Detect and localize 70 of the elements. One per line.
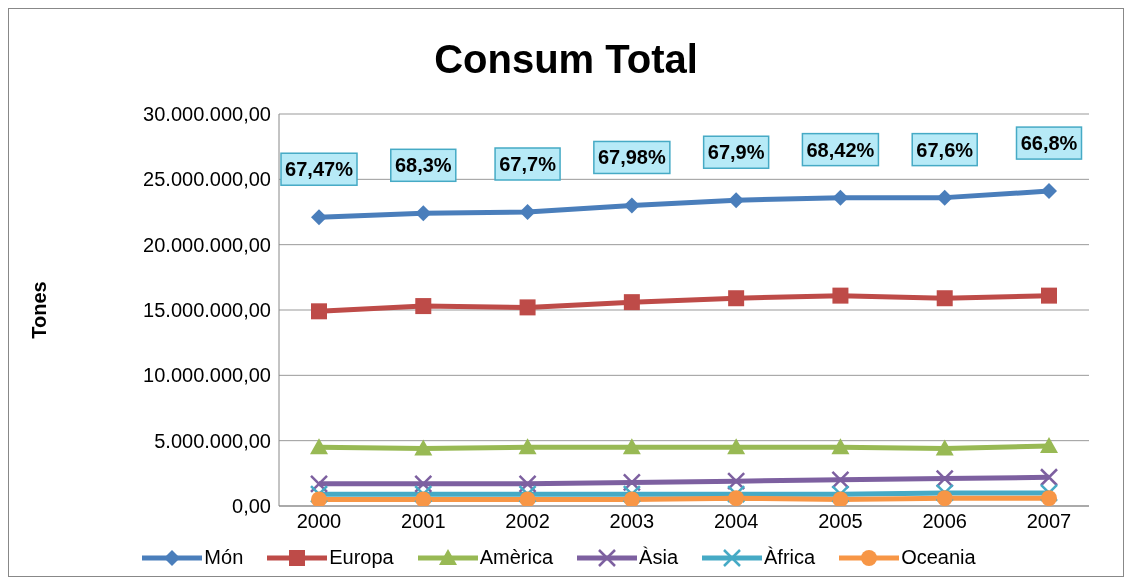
y-tick-label: 25.000.000,00 (143, 168, 271, 191)
point (311, 209, 327, 226)
annotation: 68,42% (806, 138, 875, 161)
legend-label: Àsia (638, 546, 679, 569)
legend-label: Àfrica (763, 546, 816, 569)
point (518, 438, 537, 455)
point (311, 491, 327, 506)
point (831, 484, 850, 504)
point (519, 299, 536, 316)
legend-label: Món (203, 546, 244, 569)
annotation: 67,7% (499, 153, 557, 175)
x-tick-label: 2003 (609, 510, 655, 533)
x-tick-label: 2006 (922, 510, 967, 533)
point (622, 484, 642, 504)
x-tick-label: 2004 (713, 510, 759, 533)
x-tick-label: 2002 (505, 510, 550, 533)
point (1040, 436, 1058, 453)
point (832, 287, 849, 304)
y-tick-label: 15.000.000,00 (143, 299, 271, 322)
point (415, 205, 432, 222)
point (1041, 183, 1057, 200)
x-tick-label: 2000 (296, 510, 342, 533)
x-tick-label: 2007 (1026, 510, 1072, 533)
legend-label: Amèrica (478, 546, 554, 569)
point (1041, 490, 1057, 506)
point (415, 298, 432, 315)
annotation: 66,8% (1020, 132, 1078, 155)
point (623, 491, 640, 506)
y-tick-label: 10.000.000,00 (143, 364, 271, 387)
annotation: 68,3% (394, 154, 452, 177)
y-tick-label: 0,00 (232, 495, 271, 518)
point (936, 189, 953, 206)
point (310, 438, 328, 455)
point (936, 490, 953, 506)
point (623, 197, 640, 214)
point (832, 491, 849, 506)
legend-label: Europa (328, 546, 394, 569)
point (832, 189, 849, 206)
point (936, 290, 953, 307)
annotation: 67,6% (916, 138, 974, 161)
chart-title: Consum Total (433, 36, 699, 83)
point (414, 439, 433, 456)
point (622, 438, 641, 455)
point (309, 484, 329, 504)
point (415, 491, 432, 506)
annotation: 67,9% (707, 141, 765, 164)
point (726, 484, 746, 504)
y-tick-label: 20.000.000,00 (143, 233, 271, 256)
y-axis-title: Tones (28, 281, 51, 339)
y-tick-label: 5.000.000,00 (154, 429, 271, 452)
annotation: 67,47% (285, 158, 354, 181)
point (623, 294, 640, 311)
x-tick-label: 2005 (818, 510, 863, 533)
point (518, 484, 537, 504)
point (519, 491, 536, 506)
point (728, 192, 745, 209)
point (728, 290, 745, 307)
point (311, 303, 327, 320)
point (831, 438, 850, 455)
legend-label: Oceania (900, 546, 976, 569)
annotation: 67,98% (597, 146, 666, 169)
point (935, 439, 954, 456)
point (1041, 287, 1057, 304)
x-tick-label: 2001 (401, 510, 446, 533)
point (728, 490, 745, 506)
point (727, 438, 746, 455)
y-tick-label: 30.000.000,00 (143, 103, 271, 126)
point (519, 204, 536, 220)
point (935, 483, 954, 503)
point (414, 484, 433, 504)
